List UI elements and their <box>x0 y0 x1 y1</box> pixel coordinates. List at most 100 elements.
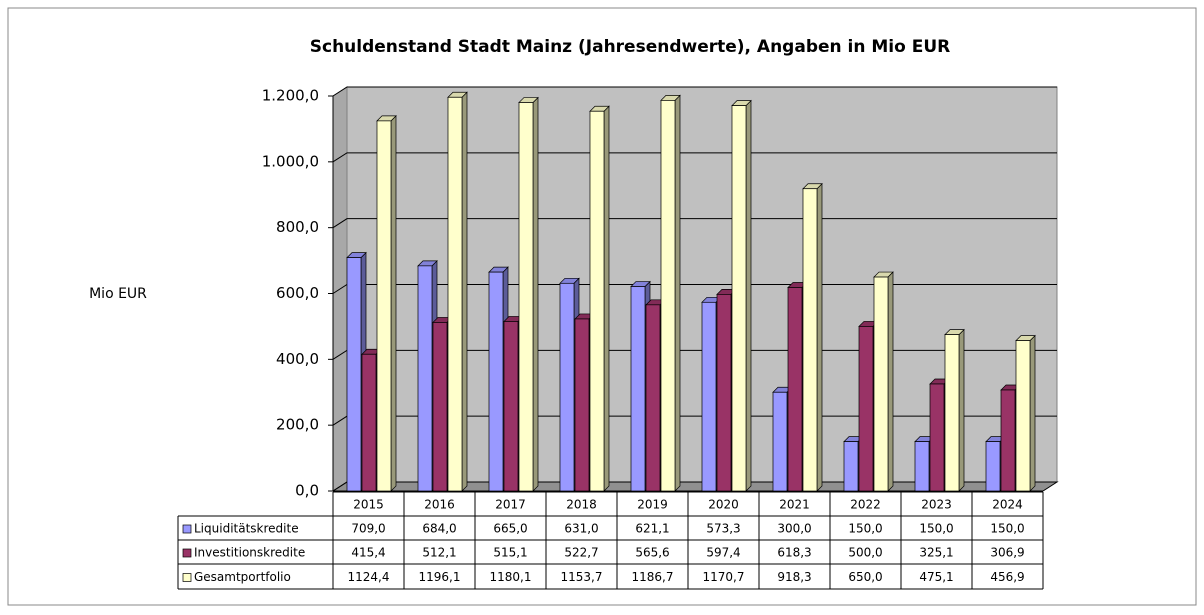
data-label: 650,0 <box>848 570 882 584</box>
y-tick-label: 600,0 <box>276 284 319 302</box>
data-label: 631,0 <box>564 522 598 536</box>
data-label: 415,4 <box>351 546 385 560</box>
legend-label: Investitionskredite <box>194 546 305 560</box>
bar-front <box>944 334 960 492</box>
bar-side <box>816 182 823 492</box>
chart-title: Schuldenstand Stadt Mainz (Jahresendwert… <box>310 37 951 57</box>
bar-front <box>630 286 646 492</box>
data-label: 618,3 <box>777 546 811 560</box>
bar-front <box>843 441 859 492</box>
bar-front <box>802 188 818 492</box>
legend-label: Liquiditätskredite <box>194 522 299 536</box>
data-label: 475,1 <box>919 570 953 584</box>
data-label: 597,4 <box>706 546 740 560</box>
bar-front <box>361 353 377 492</box>
legend-label: Gesamtportfolio <box>194 570 291 584</box>
data-label: 684,0 <box>422 522 456 536</box>
bar-front <box>589 110 605 492</box>
bar <box>589 105 610 492</box>
bar-front <box>574 318 590 492</box>
bar <box>944 328 965 492</box>
bar-front <box>432 322 448 492</box>
y-tick-label: 800,0 <box>276 218 319 236</box>
x-tick-label: 2024 <box>992 498 1023 512</box>
bar-side <box>603 105 610 492</box>
bar-side <box>390 115 397 492</box>
bar-front <box>858 326 874 492</box>
data-label: 1124,4 <box>348 570 390 584</box>
bar <box>376 115 397 492</box>
data-label: 1170,7 <box>703 570 745 584</box>
bar-front <box>914 441 930 492</box>
data-label: 918,3 <box>777 570 811 584</box>
bar <box>518 96 539 492</box>
bar-front <box>559 282 575 492</box>
bar <box>873 271 894 492</box>
grid-line <box>332 152 1057 163</box>
bar <box>660 94 681 492</box>
data-label: 325,1 <box>919 546 953 560</box>
bar <box>1015 334 1036 492</box>
bar-front <box>447 96 463 492</box>
bar-side <box>461 91 468 492</box>
x-tick-label: 2019 <box>637 498 668 512</box>
data-label: 522,7 <box>564 546 598 560</box>
data-label: 300,0 <box>777 522 811 536</box>
y-tick-label: 0,0 <box>295 482 319 500</box>
data-label: 573,3 <box>706 522 740 536</box>
bar <box>731 99 752 492</box>
bar-side <box>1029 334 1036 492</box>
bar-front <box>1000 389 1016 492</box>
bar-side <box>958 328 965 492</box>
data-label: 150,0 <box>848 522 882 536</box>
bar-front <box>985 441 1001 492</box>
data-label: 1186,7 <box>632 570 674 584</box>
grid-line <box>332 86 1057 97</box>
bar <box>802 182 823 492</box>
bar-front <box>873 276 889 492</box>
bar-front <box>417 265 433 492</box>
y-tick-label: 400,0 <box>276 350 319 368</box>
bar-side <box>745 99 752 492</box>
data-label: 150,0 <box>919 522 953 536</box>
legend-key <box>182 548 192 558</box>
data-label: 665,0 <box>493 522 527 536</box>
x-tick-label: 2020 <box>708 498 739 512</box>
bar-side <box>887 271 894 492</box>
y-axis-label: Mio EUR <box>89 286 147 302</box>
data-label: 150,0 <box>990 522 1024 536</box>
bar-front <box>503 321 519 492</box>
data-label: 709,0 <box>351 522 385 536</box>
bar-side <box>674 94 681 492</box>
data-label: 515,1 <box>493 546 527 560</box>
data-label: 1196,1 <box>419 570 461 584</box>
bar-front <box>346 257 362 492</box>
data-label: 512,1 <box>422 546 456 560</box>
x-tick-label: 2023 <box>921 498 952 512</box>
bar <box>447 91 468 492</box>
bar-front <box>660 100 676 492</box>
x-tick-label: 2016 <box>424 498 455 512</box>
x-tick-label: 2021 <box>779 498 810 512</box>
legend-key <box>182 573 192 582</box>
bar-front <box>716 294 732 492</box>
bar-front <box>772 391 788 492</box>
x-tick-label: 2015 <box>353 498 384 512</box>
data-label: 1153,7 <box>561 570 603 584</box>
bar-front <box>376 120 392 492</box>
legend-key <box>182 524 192 534</box>
data-label: 621,1 <box>635 522 669 536</box>
bar-front <box>645 304 661 492</box>
bar-front <box>731 105 747 492</box>
bar-front <box>1015 340 1031 492</box>
bar-side <box>532 96 539 492</box>
y-tick-label: 1.200,0 <box>262 87 319 105</box>
x-tick-label: 2018 <box>566 498 597 512</box>
y-tick-label: 200,0 <box>276 416 319 434</box>
x-tick-label: 2017 <box>495 498 526 512</box>
data-label: 500,0 <box>848 546 882 560</box>
data-label: 1180,1 <box>490 570 532 584</box>
bar-front <box>488 271 504 492</box>
x-tick-label: 2022 <box>850 498 881 512</box>
